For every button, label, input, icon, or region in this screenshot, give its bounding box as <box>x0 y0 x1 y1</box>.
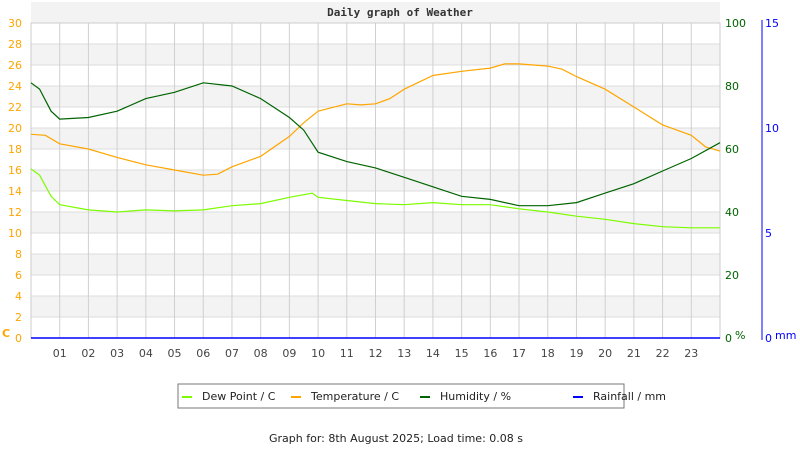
footer-text: Graph for: 8th August 2025; Load time: 0… <box>269 432 523 445</box>
chart-title: Daily graph of Weather <box>327 6 473 19</box>
x-tick-label: 09 <box>282 347 296 360</box>
x-tick-label: 10 <box>311 347 325 360</box>
legend: Dew Point / C Temperature / C Humidity / %… <box>177 383 666 409</box>
rain-unit-label: mm <box>775 329 796 342</box>
x-tick-label: 06 <box>196 347 210 360</box>
x-tick-label: 02 <box>81 347 95 360</box>
x-tick-label: 08 <box>254 347 268 360</box>
x-tick-label: 12 <box>369 347 383 360</box>
left-tick-label: 6 <box>15 269 22 282</box>
rain-tick-label: 10 <box>765 122 779 135</box>
series-line-dew <box>30 168 720 229</box>
x-tick-label: 18 <box>541 347 555 360</box>
left-tick-label: 30 <box>8 17 22 30</box>
rain-tick-label: 5 <box>765 227 772 240</box>
x-tick-label: 01 <box>53 347 67 360</box>
x-tick-label: 15 <box>455 347 469 360</box>
rain-tick-label: 15 <box>765 17 779 30</box>
x-tick-label: 17 <box>512 347 526 360</box>
x-tick-label: 16 <box>483 347 497 360</box>
x-tick-label: 03 <box>110 347 124 360</box>
x-tick-label: 04 <box>139 347 153 360</box>
x-tick-label: 23 <box>684 347 698 360</box>
left-tick-label: 8 <box>15 248 22 261</box>
left-tick-label: 28 <box>8 38 22 51</box>
right-tick-label: 40 <box>725 206 739 219</box>
left-tick-label: 14 <box>8 185 22 198</box>
right-tick-label: 100 <box>725 17 746 30</box>
right-tick-label: 80 <box>725 80 739 93</box>
right-tick-label: 60 <box>725 143 739 156</box>
x-tick-label: 22 <box>656 347 670 360</box>
right-unit-label: % <box>735 329 745 342</box>
x-tick-label: 19 <box>569 347 583 360</box>
left-tick-label: 2 <box>15 311 22 324</box>
left-tick-label: 4 <box>15 290 22 303</box>
x-tick-label: 13 <box>397 347 411 360</box>
left-tick-label: 16 <box>8 164 22 177</box>
rain-tick-label: 0 <box>765 332 772 345</box>
x-tick-label: 11 <box>340 347 354 360</box>
x-tick-label: 20 <box>598 347 612 360</box>
left-tick-label: 0 <box>15 332 22 345</box>
legend-label: Rainfall / mm <box>593 390 666 403</box>
legend-label: Humidity / % <box>440 390 511 403</box>
left-tick-label: 22 <box>8 101 22 114</box>
legend-label: Temperature / C <box>310 390 399 403</box>
left-tick-label: 18 <box>8 143 22 156</box>
x-tick-label: 21 <box>627 347 641 360</box>
left-tick-label: 24 <box>8 80 22 93</box>
legend-label: Dew Point / C <box>202 390 276 403</box>
x-tick-label: 07 <box>225 347 239 360</box>
right-tick-label: 0 <box>725 332 732 345</box>
left-tick-label: 10 <box>8 227 22 240</box>
series-line-humidity <box>30 82 721 207</box>
right-tick-label: 20 <box>725 269 739 282</box>
grid-band <box>31 2 720 23</box>
left-tick-label: 12 <box>8 206 22 219</box>
x-tick-label: 14 <box>426 347 440 360</box>
left-unit-label: C <box>2 327 10 340</box>
left-tick-label: 20 <box>8 122 22 135</box>
x-tick-label: 05 <box>168 347 182 360</box>
left-tick-label: 26 <box>8 59 22 72</box>
